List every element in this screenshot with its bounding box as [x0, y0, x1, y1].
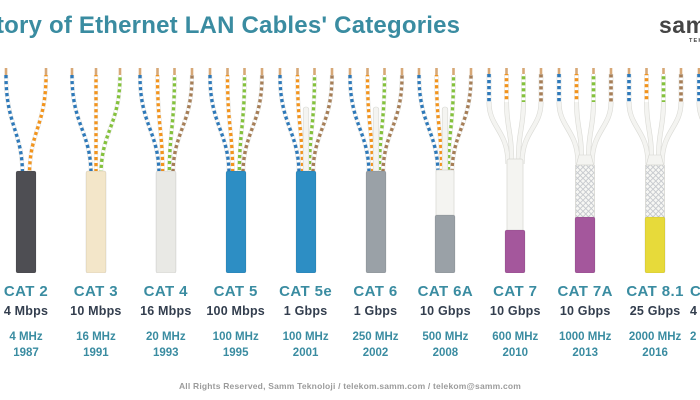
category-label: CAT 8.1 [626, 283, 684, 300]
cable-illustration [277, 68, 334, 273]
cable-column-cat-6a: CAT 6A 10 Gbps 500 MHz 2008 [410, 60, 480, 360]
category-label: CAT 6A [417, 283, 474, 300]
cable-column-cat-6: CAT 6 1 Gbps 250 MHz 2002 [341, 60, 411, 360]
category-label: CAT 7 [493, 283, 538, 300]
cable-illustration [626, 68, 684, 273]
cable-column-cat-2: CAT 2 4 Mbps 4 MHz 1987 [0, 60, 61, 360]
cable-illustration [486, 68, 544, 273]
cable-illustration [696, 68, 700, 120]
category-year: 2001 [292, 347, 319, 359]
category-frequency: 16 MHz [76, 330, 116, 343]
category-frequency: 2 [690, 330, 697, 343]
category-label: CAT 3 [73, 283, 118, 300]
category-year: 1991 [83, 347, 109, 359]
category-frequency: 100 MHz [282, 330, 329, 343]
category-frequency: 250 MHz [352, 330, 399, 343]
category-speed: 10 Mbps [70, 304, 122, 318]
category-label: CAT 2 [3, 283, 49, 300]
category-year: 1995 [222, 347, 249, 359]
category-speed: 10 Gbps [420, 304, 471, 318]
category-speed: 25 Gbps [629, 304, 681, 318]
cable-column-partial: C 4 2 [690, 60, 700, 348]
category-frequency: 500 MHz [422, 330, 469, 343]
category-speed: 100 Mbps [206, 304, 265, 318]
cable-illustration [417, 68, 474, 273]
cable-column-cat-7a: CAT 7A 10 Gbps 1000 MHz 2013 [550, 60, 620, 360]
category-frequency: 20 MHz [145, 330, 186, 343]
cable-column-cat-5e: CAT 5e 1 Gbps 100 MHz 2001 [271, 60, 341, 360]
samm-logo: samm TEKNOLOJİ [659, 12, 700, 45]
category-speed: 4 [690, 304, 698, 318]
category-speed: 4 Mbps [3, 304, 49, 318]
category-frequency: 100 MHz [212, 330, 259, 343]
category-label: CAT 5e [279, 283, 333, 300]
category-year: 2002 [362, 347, 389, 359]
category-year: 2008 [432, 347, 459, 359]
category-label: C [690, 283, 700, 300]
category-frequency: 600 MHz [492, 330, 539, 343]
category-year: 1993 [153, 347, 179, 359]
footer-credits: All Rights Reserved, Samm Teknoloji / te… [178, 381, 522, 391]
cable-column-cat-7: CAT 7 10 Gbps 600 MHz 2010 [480, 60, 550, 360]
cable-column-cat-5: CAT 5 100 Mbps 100 MHz 1995 [201, 60, 271, 360]
category-label: CAT 4 [143, 283, 188, 300]
category-frequency: 4 MHz [9, 330, 43, 343]
cable-column-cat-4: CAT 4 16 Mbps 20 MHz 1993 [131, 60, 201, 360]
category-speed: 16 Mbps [140, 304, 192, 318]
cable-illustration [3, 68, 49, 273]
samm-logo-text: samm [659, 12, 700, 38]
category-year: 2010 [502, 347, 529, 359]
category-frequency: 2000 MHz [628, 330, 682, 343]
cable-illustration [69, 68, 122, 273]
category-year: 2016 [642, 347, 668, 359]
category-year: 2013 [572, 347, 598, 359]
category-speed: 10 Gbps [559, 304, 611, 318]
cable-illustration [556, 68, 614, 273]
cable-column-cat-3: CAT 3 10 Mbps 16 MHz 1991 [61, 60, 131, 360]
category-frequency: 1000 MHz [558, 330, 612, 343]
cable-illustration [347, 68, 404, 273]
category-label: CAT 7A [557, 283, 613, 300]
samm-logo-subtext: TEKNOLOJİ [689, 38, 700, 44]
category-speed: 1 Gbps [353, 304, 398, 318]
category-label: CAT 6 [353, 283, 398, 300]
category-speed: 1 Gbps [283, 304, 328, 318]
category-speed: 10 Gbps [489, 304, 541, 318]
category-label: CAT 5 [213, 283, 258, 300]
cable-illustration [207, 68, 264, 273]
cable-column-cat-8.1: CAT 8.1 25 Gbps 2000 MHz 2016 [620, 60, 690, 360]
category-year: 1987 [13, 347, 39, 359]
cable-illustration [137, 68, 194, 273]
page-title: History of Ethernet LAN Cables' Categori… [0, 12, 461, 39]
